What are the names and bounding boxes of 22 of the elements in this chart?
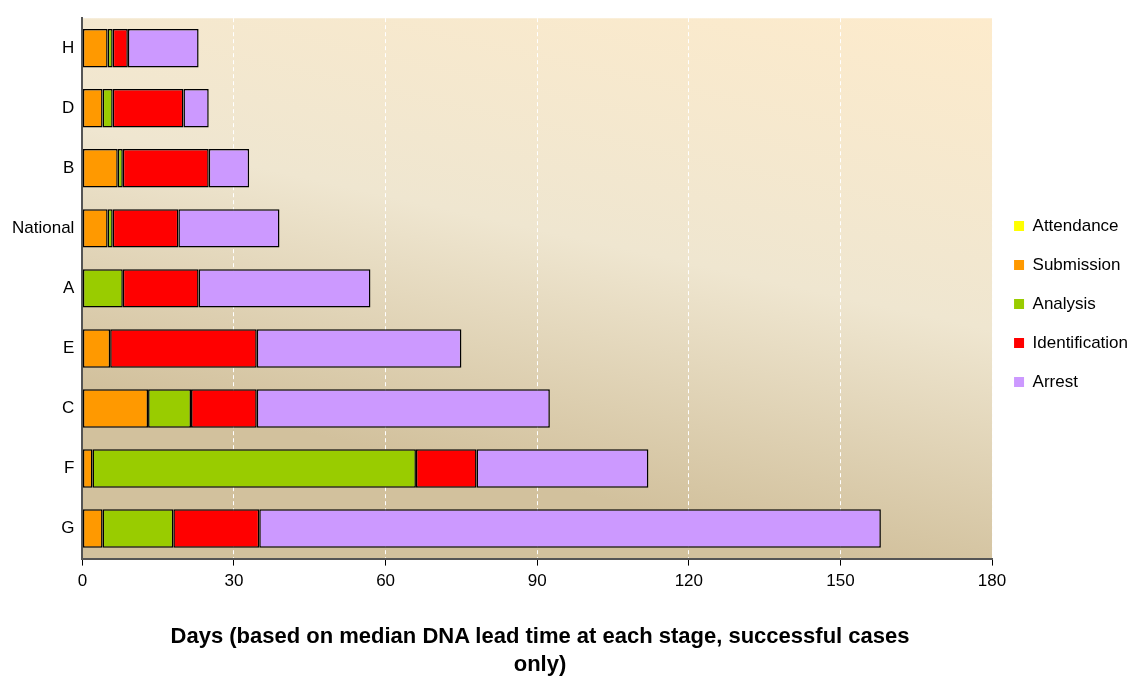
y-tick-label: G — [61, 518, 75, 538]
x-tick-label: 180 — [977, 571, 1007, 591]
x-tick-label: 0 — [77, 571, 88, 591]
y-tick-label: National — [12, 218, 75, 238]
y-tick-label: A — [63, 278, 76, 298]
y-tick-label: F — [63, 458, 75, 478]
x-tick-label: 90 — [527, 571, 547, 591]
x-tick-label: 30 — [224, 571, 244, 591]
x-axis-title: Days (based on median DNA lead time at each stage, successful cases only) — [169, 622, 911, 678]
y-tick-label: D — [62, 97, 75, 117]
y-tick-label: C — [62, 398, 75, 418]
legend-label: Arrest — [1032, 371, 1079, 391]
legend-label: Submission — [1032, 254, 1121, 274]
y-tick-label: E — [63, 338, 75, 358]
legend-label: Attendance — [1032, 215, 1119, 235]
x-tick-label: 60 — [376, 571, 396, 591]
legend-label: Analysis — [1032, 293, 1096, 313]
y-tick-label: H — [62, 37, 75, 57]
x-tick-label: 150 — [826, 571, 855, 591]
y-tick-label: B — [63, 158, 75, 177]
x-tick-label: 120 — [674, 571, 704, 591]
legend-label: Identification — [1032, 332, 1128, 352]
